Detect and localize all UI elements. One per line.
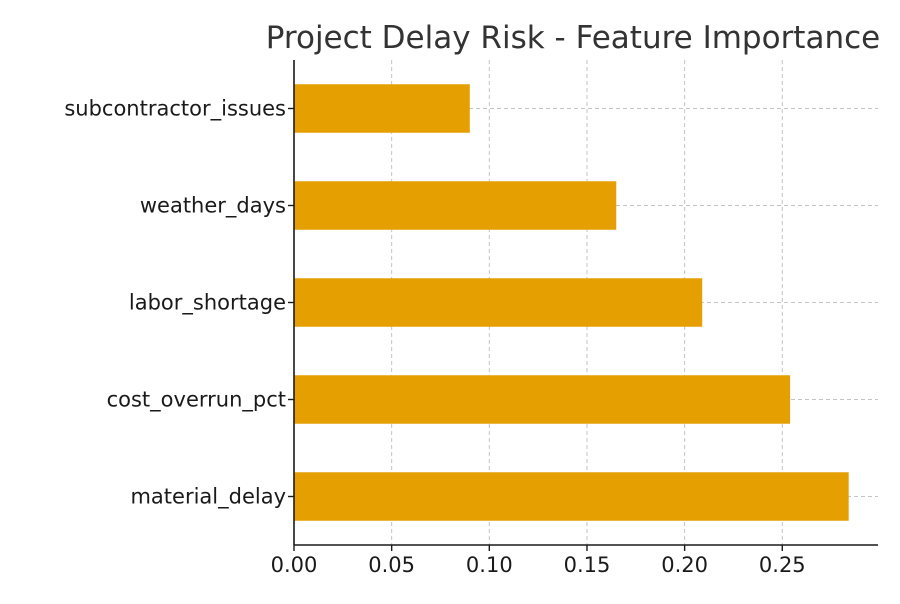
x-tick-label: 0.10 [466,553,513,577]
x-tick-label: 0.20 [661,553,708,577]
category-label: subcontractor_issues [64,97,286,122]
bar-labor-shortage [294,278,703,327]
bar-material-delay [294,472,849,521]
x-tick-label: 0.25 [759,553,806,577]
bar-cost-overrun-pct [294,375,791,424]
category-label-layer: material_delay cost_overrun_pct labor_shor… [64,97,286,510]
category-label: cost_overrun_pct [107,388,286,413]
bar-subcontractor-issues [294,84,470,133]
x-tick-label: 0.00 [271,553,318,577]
x-tick-label: 0.05 [368,553,415,577]
category-label: material_delay [130,485,286,510]
x-tick-label: 0.15 [564,553,611,577]
bar-layer [294,84,849,521]
category-label: labor_shortage [129,291,286,316]
category-label: weather_days [140,194,286,219]
tick-layer: 0.00 0.05 0.10 0.15 0.20 0.25 [271,107,806,577]
chart-title: Project Delay Risk - Feature Importance [266,20,880,56]
bar-weather-days [294,181,617,230]
